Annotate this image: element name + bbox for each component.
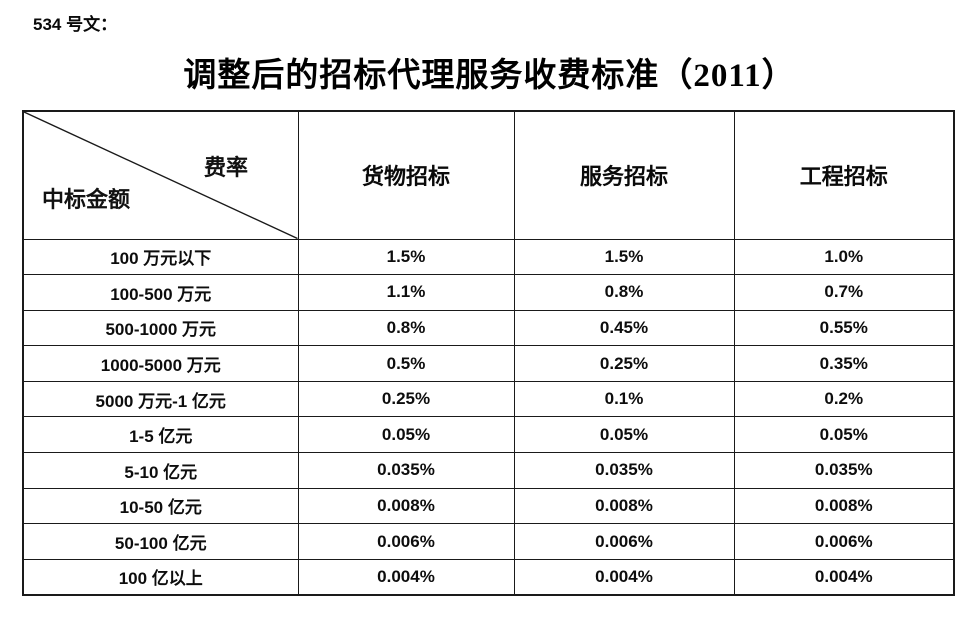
row-label: 5-10 亿元: [22, 452, 299, 489]
row-label: 100-500 万元: [22, 274, 299, 311]
table-row: 1000-5000 万元 0.5% 0.25% 0.35%: [22, 345, 955, 382]
cell-engineering: 0.035%: [733, 452, 955, 489]
page-title: 调整后的招标代理服务收费标准（2011）: [183, 58, 796, 94]
cell-service: 0.8%: [513, 274, 735, 311]
cell-goods: 1.1%: [297, 274, 515, 311]
cell-engineering: 0.35%: [733, 345, 955, 382]
row-label: 500-1000 万元: [22, 309, 299, 347]
cell-engineering: 0.004%: [733, 558, 955, 596]
diagonal-line: [24, 112, 298, 239]
row-label: 100 亿以上: [22, 558, 299, 596]
cell-service: 0.035%: [513, 452, 735, 489]
cell-service: 1.5%: [513, 238, 735, 276]
cell-service: 0.008%: [513, 487, 735, 525]
corner-label-bid-amount: 中标金额: [42, 187, 131, 212]
cell-goods: 0.8%: [297, 309, 515, 347]
table-row: 50-100 亿元 0.006% 0.006% 0.006%: [22, 523, 955, 560]
table-row: 100 万元以下 1.5% 1.5% 1.0%: [22, 238, 955, 276]
table-row: 10-50 亿元 0.008% 0.008% 0.008%: [22, 487, 955, 525]
corner-cell: 费率 中标金额: [22, 110, 299, 240]
table-row: 100 亿以上 0.004% 0.004% 0.004%: [22, 558, 955, 596]
cell-goods: 0.008%: [297, 487, 515, 525]
table-row: 5-10 亿元 0.035% 0.035% 0.035%: [22, 452, 955, 489]
cell-engineering: 0.008%: [733, 487, 955, 525]
cell-engineering: 0.006%: [733, 523, 955, 560]
cell-engineering: 1.0%: [733, 238, 955, 276]
column-header-service: 服务招标: [513, 110, 735, 240]
table-row: 500-1000 万元 0.8% 0.45% 0.55%: [22, 309, 955, 347]
cell-service: 0.25%: [513, 345, 735, 382]
cell-service: 0.1%: [513, 380, 735, 418]
cell-engineering: 0.55%: [733, 309, 955, 347]
table-row: 1-5 亿元 0.05% 0.05% 0.05%: [22, 416, 955, 454]
cell-goods: 0.006%: [297, 523, 515, 560]
table-row: 5000 万元-1 亿元 0.25% 0.1% 0.2%: [22, 380, 955, 418]
cell-goods: 1.5%: [297, 238, 515, 276]
column-header-goods: 货物招标: [297, 110, 515, 240]
row-label: 10-50 亿元: [22, 487, 299, 525]
cell-engineering: 0.05%: [733, 416, 955, 454]
cell-service: 0.004%: [513, 558, 735, 596]
cell-service: 0.45%: [513, 309, 735, 347]
table-row: 100-500 万元 1.1% 0.8% 0.7%: [22, 274, 955, 311]
row-label: 5000 万元-1 亿元: [22, 380, 299, 418]
cell-goods: 0.05%: [297, 416, 515, 454]
row-label: 100 万元以下: [22, 238, 299, 276]
cell-goods: 0.004%: [297, 558, 515, 596]
cell-goods: 0.035%: [297, 452, 515, 489]
cell-engineering: 0.2%: [733, 380, 955, 418]
row-label: 1000-5000 万元: [22, 345, 299, 382]
cell-service: 0.006%: [513, 523, 735, 560]
cell-service: 0.05%: [513, 416, 735, 454]
fee-table: 费率 中标金额 货物招标 服务招标 工程招标 100 万元以下 1.5% 1.5…: [22, 110, 955, 596]
corner-label-fee-rate: 费率: [204, 155, 249, 180]
row-label: 1-5 亿元: [22, 416, 299, 454]
doc-number-label: 534 号文：: [33, 15, 118, 34]
cell-goods: 0.25%: [297, 380, 515, 418]
cell-goods: 0.5%: [297, 345, 515, 382]
row-label: 50-100 亿元: [22, 523, 299, 560]
cell-engineering: 0.7%: [733, 274, 955, 311]
column-header-engineering: 工程招标: [733, 110, 955, 240]
header-row: 费率 中标金额 货物招标 服务招标 工程招标: [22, 110, 955, 240]
